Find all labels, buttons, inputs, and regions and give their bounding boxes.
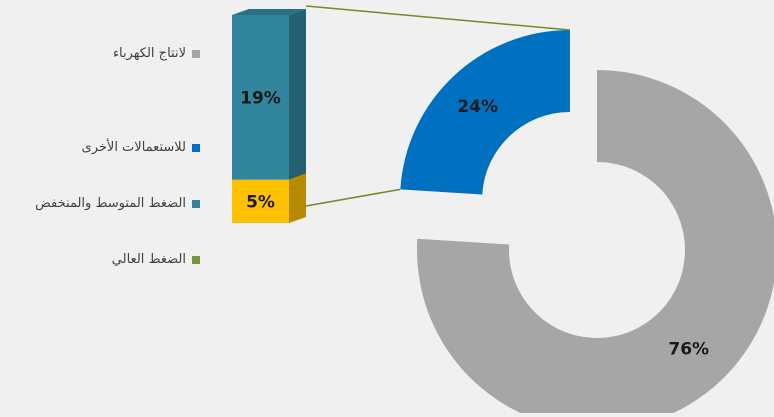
connector-line-top (305, 5, 571, 31)
connector-line-bottom (305, 188, 401, 207)
bar-label-high-pressure: 5% (246, 192, 275, 212)
pie-slice-other-uses (400, 30, 570, 195)
pie-label-other-uses: 24% (457, 97, 498, 117)
legend-item-other-uses: للاستعمالات الأخرى (10, 140, 200, 155)
bar-side-high-pressure (289, 173, 306, 223)
bar-top-cap (232, 9, 306, 15)
bar-label-medium-low-pressure: 19% (240, 88, 281, 108)
pie-label-electricity: 76% (668, 340, 709, 360)
legend-label-high-pressure: الضغط العالي (111, 252, 186, 267)
legend-swatch-high-pressure (192, 255, 200, 264)
legend-label-other-uses: للاستعمالات الأخرى (81, 140, 186, 155)
legend-swatch-other-uses (192, 143, 200, 152)
pie-slice-electricity (416, 70, 774, 417)
bar-side-medium-low-pressure (289, 9, 306, 180)
legend-label-medium-low-pressure: الضغط المتوسط والمنخفض (35, 196, 186, 211)
legend-item-medium-low-pressure: الضغط المتوسط والمنخفض (10, 196, 200, 211)
bar-segment-high-pressure (232, 179, 289, 223)
legend-item-electricity: لانتاج الكهرباء (10, 46, 200, 61)
legend-swatch-medium-low-pressure (192, 199, 200, 208)
legend-swatch-electricity (192, 49, 200, 58)
legend-item-high-pressure: الضغط العالي (10, 252, 200, 267)
legend-label-electricity: لانتاج الكهرباء (112, 46, 186, 61)
bar-segment-medium-low-pressure (232, 15, 289, 180)
